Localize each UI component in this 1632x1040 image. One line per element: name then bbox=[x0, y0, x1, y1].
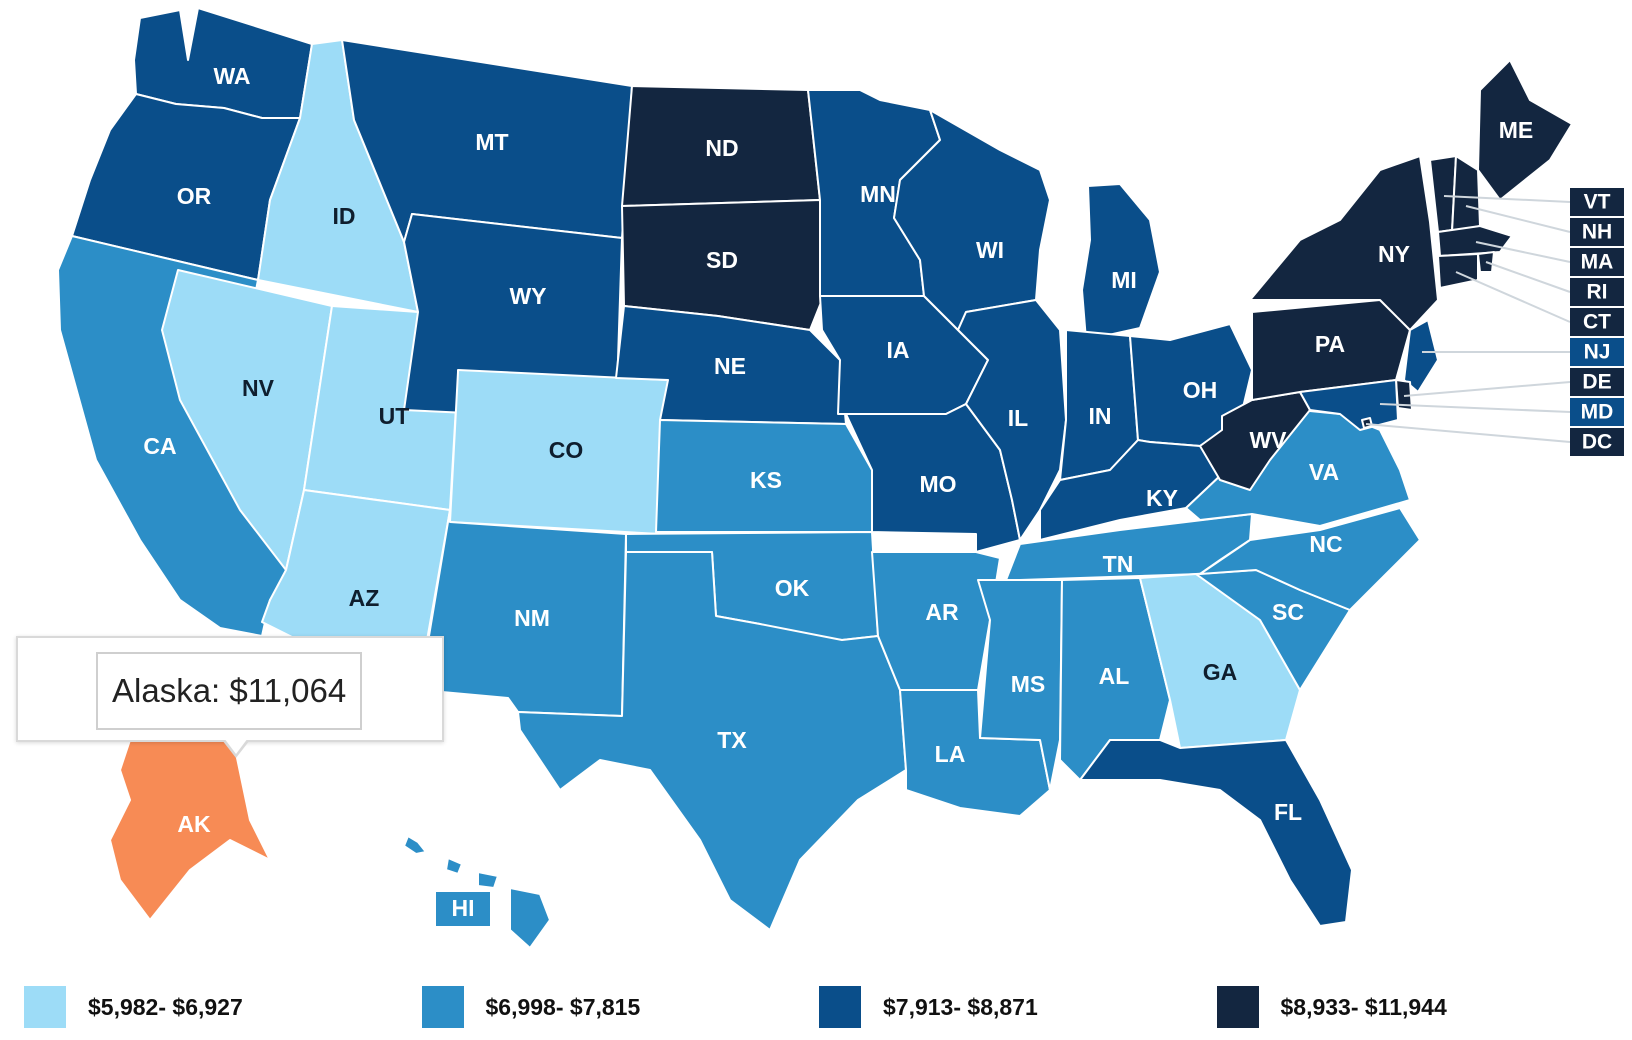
callout-leader-nh bbox=[1465, 205, 1571, 233]
legend-item: $7,913- $8,871 bbox=[819, 986, 1217, 1028]
legend-item: $6,998- $7,815 bbox=[421, 986, 820, 1028]
states-layer bbox=[57, 7, 1573, 949]
legend-item: $8,933- $11,944 bbox=[1216, 986, 1615, 1028]
callout-leader-ma bbox=[1475, 241, 1571, 263]
state-nh[interactable] bbox=[1451, 155, 1481, 233]
legend-label: $5,982- $6,927 bbox=[88, 993, 243, 1020]
callout-leader-ct bbox=[1455, 271, 1571, 323]
state-md[interactable] bbox=[1299, 379, 1399, 431]
callout-box-ma[interactable] bbox=[1570, 248, 1624, 276]
state-ma[interactable] bbox=[1437, 225, 1513, 257]
legend-item: $5,982- $6,927 bbox=[24, 986, 422, 1028]
state-la[interactable] bbox=[899, 689, 1051, 817]
map-legend: $5,982- $6,927 $6,998- $7,815 $7,913- $8… bbox=[24, 982, 1614, 1032]
hi-label-box bbox=[436, 892, 490, 926]
state-il[interactable] bbox=[957, 299, 1067, 541]
legend-swatch bbox=[421, 986, 464, 1028]
state-co[interactable] bbox=[449, 369, 669, 535]
state-hi[interactable] bbox=[403, 835, 551, 949]
callout-box-ri[interactable] bbox=[1570, 278, 1624, 306]
state-nd[interactable] bbox=[621, 85, 821, 207]
legend-label: $8,933- $11,944 bbox=[1280, 993, 1447, 1020]
callout-box-de[interactable] bbox=[1570, 368, 1624, 396]
legend-label: $7,913- $8,871 bbox=[883, 993, 1038, 1020]
state-ks[interactable] bbox=[655, 419, 873, 533]
legend-swatch bbox=[24, 986, 66, 1028]
legend-swatch bbox=[819, 986, 861, 1028]
tooltip-text: Alaska: $11,064 bbox=[96, 652, 363, 730]
state-ar[interactable] bbox=[871, 551, 1001, 691]
callout-box-vt[interactable] bbox=[1570, 188, 1624, 216]
state-tooltip: Alaska: $11,064 bbox=[16, 636, 444, 742]
callout-box-nj[interactable] bbox=[1570, 338, 1624, 366]
state-me[interactable] bbox=[1477, 59, 1573, 201]
tooltip-pointer bbox=[222, 738, 250, 758]
state-mi[interactable] bbox=[1081, 183, 1161, 341]
callout-leader-vt bbox=[1443, 195, 1571, 203]
state-nj[interactable] bbox=[1403, 319, 1439, 393]
legend-swatch bbox=[1216, 986, 1259, 1028]
callout-box-dc[interactable] bbox=[1570, 428, 1624, 456]
us-choropleth-map: WAORCAIDNVUTAZMTWYCONMNDSDNEKSOKTXMNIAMO… bbox=[57, 7, 1624, 949]
state-nm[interactable] bbox=[419, 509, 627, 717]
callout-leader-de bbox=[1403, 381, 1571, 397]
state-dc[interactable] bbox=[1361, 417, 1373, 429]
callout-leader-md bbox=[1379, 403, 1571, 413]
state-ct[interactable] bbox=[1437, 253, 1479, 289]
state-nc[interactable] bbox=[1199, 507, 1421, 611]
callout-box-ct[interactable] bbox=[1570, 308, 1624, 336]
state-ak[interactable] bbox=[109, 733, 271, 921]
callout-leader-dc bbox=[1365, 423, 1571, 443]
callout-box-nh[interactable] bbox=[1570, 218, 1624, 246]
callout-leader-ri bbox=[1485, 261, 1571, 293]
legend-label: $6,998- $7,815 bbox=[485, 993, 641, 1020]
callout-box-md[interactable] bbox=[1570, 398, 1624, 426]
state-tx[interactable] bbox=[517, 551, 907, 931]
state-fl[interactable] bbox=[1079, 739, 1353, 927]
state-ny[interactable] bbox=[1249, 155, 1439, 331]
